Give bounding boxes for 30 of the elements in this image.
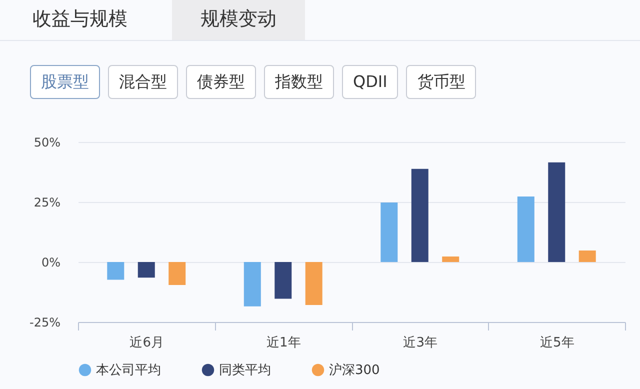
filter-button: 货币型 xyxy=(406,65,476,99)
x-tick-label: 近5年 xyxy=(540,336,574,350)
bar xyxy=(138,262,155,278)
legend-label: 本公司平均 xyxy=(96,363,161,378)
bar xyxy=(107,262,124,280)
bar xyxy=(274,262,292,299)
bar xyxy=(548,162,566,262)
bar xyxy=(380,202,398,262)
bar xyxy=(168,262,186,286)
y-tick-label: -25% xyxy=(29,316,60,330)
legend-label: 同类平均 xyxy=(219,363,271,378)
bar xyxy=(517,196,534,262)
bar xyxy=(411,168,428,262)
filter-button: 股票型 xyxy=(30,65,100,99)
tab: 规模变动 xyxy=(172,0,305,40)
bar xyxy=(578,250,596,262)
filter-button: QDII xyxy=(342,65,398,99)
bar xyxy=(244,262,261,306)
legend-label: 沪深300 xyxy=(329,362,380,378)
bar xyxy=(305,262,322,305)
x-tick-label: 近3年 xyxy=(403,336,438,350)
y-tick-label: 50% xyxy=(34,136,60,150)
x-tick-label: 近1年 xyxy=(266,336,301,350)
filter-button: 混合型 xyxy=(108,65,178,99)
y-tick-label: 0% xyxy=(41,256,60,270)
bar xyxy=(442,256,460,262)
y-tick-label: 25% xyxy=(34,196,60,210)
filter-button: 债券型 xyxy=(186,65,256,99)
x-tick-label: 近6月 xyxy=(130,336,164,350)
filter-button: 指数型 xyxy=(264,65,334,99)
